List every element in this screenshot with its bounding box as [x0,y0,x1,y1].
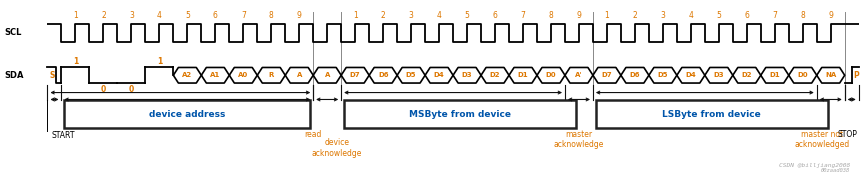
Text: STOP: STOP [837,130,857,139]
Text: 5: 5 [185,11,190,20]
Text: 9: 9 [576,11,582,20]
FancyBboxPatch shape [344,100,576,128]
Text: D1: D1 [770,72,780,78]
Text: master not
acknowledged: master not acknowledged [795,130,850,149]
Text: P: P [854,71,859,80]
Text: 0: 0 [101,85,106,94]
Text: A2: A2 [182,72,192,78]
Text: 4: 4 [157,11,161,20]
Text: 4: 4 [437,11,442,20]
Text: 4: 4 [689,11,693,20]
Text: 1: 1 [157,57,162,66]
Text: D5: D5 [658,72,668,78]
Text: 8: 8 [800,11,805,20]
Text: 6: 6 [745,11,749,20]
Text: D0: D0 [545,72,557,78]
Text: 8: 8 [549,11,553,20]
Text: D4: D4 [685,72,696,78]
Text: 9: 9 [828,11,833,20]
Text: 7: 7 [772,11,778,20]
Text: D3: D3 [462,72,472,78]
Text: A0: A0 [238,72,249,78]
Text: 3: 3 [409,11,413,20]
Text: D7: D7 [350,72,361,78]
Text: D2: D2 [490,72,501,78]
Text: master
acknowledge: master acknowledge [554,130,604,149]
Text: 3: 3 [129,11,134,20]
Text: D6: D6 [630,72,640,78]
Text: D0: D0 [797,72,808,78]
Text: D7: D7 [602,72,612,78]
Text: S: S [50,71,55,80]
Text: R: R [268,72,274,78]
Text: 1: 1 [72,57,78,66]
Text: device address: device address [149,110,225,119]
Text: 3: 3 [660,11,665,20]
Text: D1: D1 [518,72,528,78]
Text: 1: 1 [73,11,78,20]
Text: D5: D5 [406,72,416,78]
Text: D6: D6 [378,72,388,78]
Text: 2: 2 [381,11,386,20]
Text: 9: 9 [297,11,302,20]
Text: 7: 7 [520,11,526,20]
Text: A1: A1 [211,72,220,78]
Text: CSDN @billjiang2008: CSDN @billjiang2008 [778,163,850,168]
Text: device
acknowledge: device acknowledge [312,138,362,158]
Text: A: A [324,72,330,78]
Text: A': A' [576,72,583,78]
Text: D2: D2 [741,72,752,78]
Text: 6: 6 [493,11,497,20]
Text: 5: 5 [716,11,721,20]
Text: 6: 6 [213,11,217,20]
Text: LSByte from device: LSByte from device [663,110,761,119]
Text: SCL: SCL [4,28,22,37]
Text: 0: 0 [129,85,134,94]
Text: A: A [297,72,302,78]
Text: 00zaad038: 00zaad038 [821,168,850,173]
Text: 8: 8 [269,11,274,20]
Text: MSByte from device: MSByte from device [409,110,511,119]
Text: 1: 1 [353,11,357,20]
Text: D3: D3 [714,72,724,78]
Text: 7: 7 [241,11,246,20]
FancyBboxPatch shape [595,100,828,128]
Text: 2: 2 [633,11,637,20]
Text: NA: NA [825,72,836,78]
Text: D4: D4 [434,72,444,78]
Text: 2: 2 [101,11,106,20]
Text: START: START [52,131,75,140]
Text: 1: 1 [605,11,609,20]
Text: read: read [305,130,322,139]
Text: 5: 5 [464,11,469,20]
FancyBboxPatch shape [64,100,311,128]
Text: SDA: SDA [4,71,24,80]
